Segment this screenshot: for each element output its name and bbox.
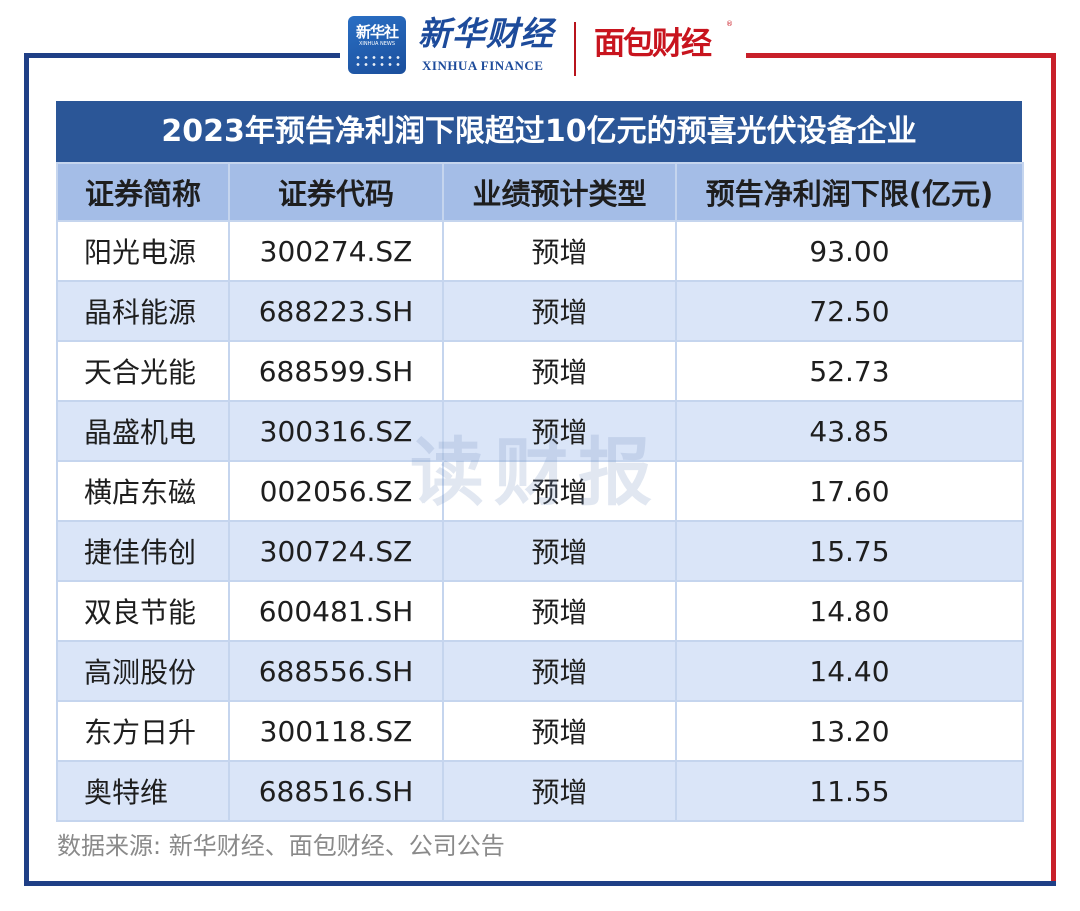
cell-value: 43.85: [675, 400, 1024, 462]
xinhua-badge-sub: XINHUA NEWS: [358, 41, 396, 47]
cell-value: 11.55: [675, 760, 1024, 822]
data-table-container: 2023年预告净利润下限超过10亿元的预喜光伏设备企业 证券简称 证券代码 业绩…: [56, 101, 1024, 822]
cell-code: 688223.SH: [228, 280, 444, 342]
column-header-code: 证券代码: [228, 162, 444, 222]
data-table: 证券简称 证券代码 业绩预计类型 预告净利润下限(亿元) 阳光电源 300274…: [56, 162, 1024, 822]
cell-type: 预增: [442, 460, 677, 522]
cell-name: 东方日升: [56, 700, 230, 762]
column-header-name: 证券简称: [56, 162, 230, 222]
cell-type: 预增: [442, 760, 677, 822]
cell-name: 奥特维: [56, 760, 230, 822]
xinhua-badge-main: 新华社: [355, 23, 399, 41]
cell-name: 晶科能源: [56, 280, 230, 342]
table-row: 阳光电源 300274.SZ 预增 93.00: [56, 220, 1024, 282]
cell-name: 高测股份: [56, 640, 230, 702]
xinhua-finance-logo-en: XINHUA FINANCE: [422, 58, 544, 73]
cell-code: 600481.SH: [228, 580, 444, 642]
cell-value: 14.40: [675, 640, 1024, 702]
frame-bottom-border: [24, 881, 1056, 886]
table-row: 奥特维 688516.SH 预增 11.55: [56, 760, 1024, 822]
source-note: 数据来源: 新华财经、面包财经、公司公告: [57, 832, 505, 860]
table-row: 捷佳伟创 300724.SZ 预增 15.75: [56, 520, 1024, 582]
cell-value: 14.80: [675, 580, 1024, 642]
cell-name: 天合光能: [56, 340, 230, 402]
cell-type: 预增: [442, 400, 677, 462]
cell-value: 17.60: [675, 460, 1024, 522]
header-logos: 新华社 XINHUA NEWS 新华财经 XINHUA FINANCE 面包财经…: [348, 14, 740, 78]
cell-code: 688556.SH: [228, 640, 444, 702]
cell-type: 预增: [442, 580, 677, 642]
cell-name: 晶盛机电: [56, 400, 230, 462]
cell-value: 52.73: [675, 340, 1024, 402]
cell-code: 300118.SZ: [228, 700, 444, 762]
cell-type: 预增: [442, 520, 677, 582]
column-header-type: 业绩预计类型: [442, 162, 677, 222]
table-header-row: 证券简称 证券代码 业绩预计类型 预告净利润下限(亿元): [56, 162, 1024, 222]
cell-type: 预增: [442, 340, 677, 402]
frame-right-border: [1051, 53, 1056, 886]
table-title: 2023年预告净利润下限超过10亿元的预喜光伏设备企业: [56, 101, 1022, 162]
cell-type: 预增: [442, 640, 677, 702]
xinhua-news-logo: 新华社 XINHUA NEWS: [348, 16, 406, 74]
cell-code: 688516.SH: [228, 760, 444, 822]
cell-name: 捷佳伟创: [56, 520, 230, 582]
cell-value: 13.20: [675, 700, 1024, 762]
cell-value: 93.00: [675, 220, 1024, 282]
network-dots-icon: [354, 54, 400, 68]
cell-name: 阳光电源: [56, 220, 230, 282]
xinhua-finance-logo-cn: 新华财经: [418, 14, 554, 53]
frame-top-left-border: [24, 53, 340, 58]
cell-code: 300316.SZ: [228, 400, 444, 462]
cell-code: 002056.SZ: [228, 460, 444, 522]
logo-divider: [574, 22, 576, 76]
cell-code: 688599.SH: [228, 340, 444, 402]
table-row: 晶盛机电 300316.SZ 预增 43.85: [56, 400, 1024, 462]
registered-mark: ®: [726, 20, 733, 28]
cell-type: 预增: [442, 220, 677, 282]
cell-code: 300724.SZ: [228, 520, 444, 582]
table-row: 天合光能 688599.SH 预增 52.73: [56, 340, 1024, 402]
cell-type: 预增: [442, 280, 677, 342]
cell-name: 横店东磁: [56, 460, 230, 522]
cell-name: 双良节能: [56, 580, 230, 642]
cell-code: 300274.SZ: [228, 220, 444, 282]
cell-value: 15.75: [675, 520, 1024, 582]
frame-top-right-border: [746, 53, 1056, 58]
frame-left-border: [24, 53, 29, 886]
mianbao-finance-logo: 面包财经: [594, 26, 712, 62]
table-row: 晶科能源 688223.SH 预增 72.50: [56, 280, 1024, 342]
table-row: 东方日升 300118.SZ 预增 13.20: [56, 700, 1024, 762]
table-row: 高测股份 688556.SH 预增 14.40: [56, 640, 1024, 702]
column-header-value: 预告净利润下限(亿元): [675, 162, 1024, 222]
cell-value: 72.50: [675, 280, 1024, 342]
cell-type: 预增: [442, 700, 677, 762]
table-row: 双良节能 600481.SH 预增 14.80: [56, 580, 1024, 642]
table-row: 横店东磁 002056.SZ 预增 17.60: [56, 460, 1024, 522]
